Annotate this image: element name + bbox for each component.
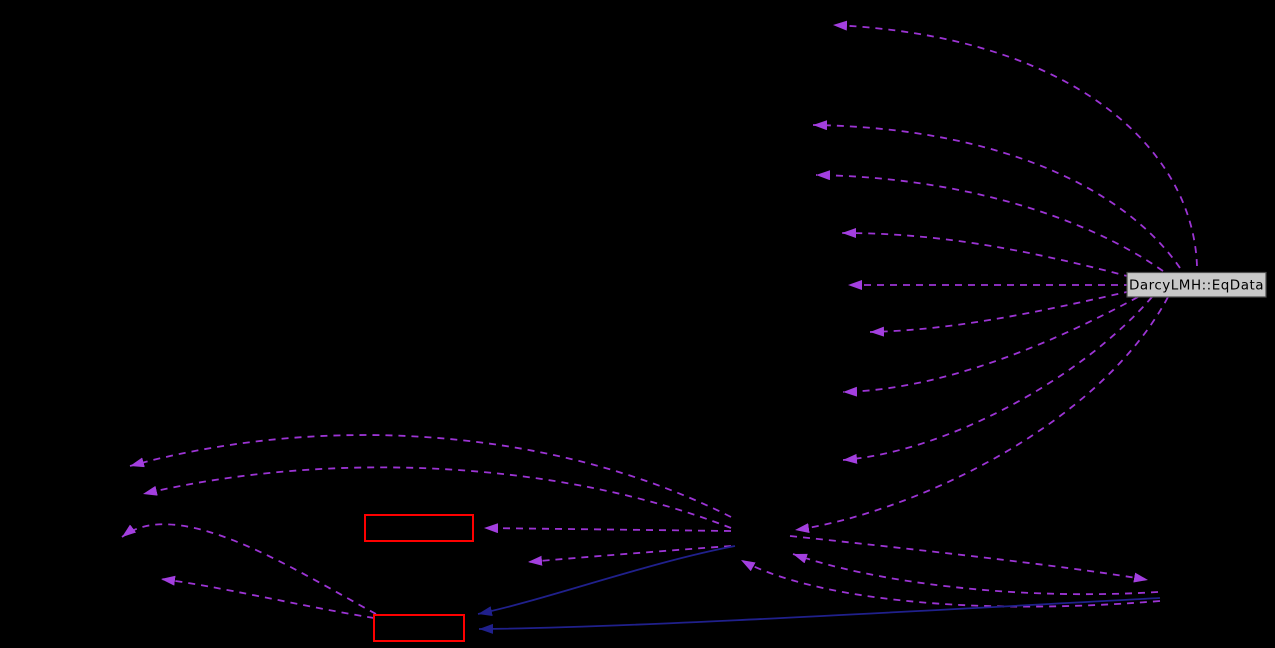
inheritance-edge	[477, 545, 736, 617]
usage-edge	[842, 296, 1139, 397]
usage-edge	[142, 466, 732, 529]
usage-edge	[869, 290, 1132, 337]
usage-edge	[812, 120, 1181, 269]
usage-edge	[160, 575, 375, 619]
usage-edge	[129, 434, 732, 518]
node-label: DarcyLMH::EqData	[1129, 278, 1264, 294]
usage-edge	[527, 545, 732, 566]
red-box-1[interactable]	[364, 514, 474, 542]
usage-edge	[794, 296, 1169, 533]
usage-edge	[121, 523, 377, 615]
node-darcylmh-eqdata[interactable]: DarcyLMH::EqData	[1126, 271, 1267, 298]
inheritance-edge	[478, 597, 1161, 634]
usage-edge	[740, 559, 1161, 608]
red-box-2[interactable]	[373, 614, 465, 642]
usage-edge	[832, 20, 1198, 267]
usage-edge	[789, 535, 1149, 583]
usage-edge	[792, 553, 1159, 596]
usage-edge	[841, 228, 1132, 278]
node-box[interactable]	[1126, 271, 1267, 298]
usage-edge	[815, 170, 1164, 272]
usage-edge	[483, 523, 732, 534]
usage-edge	[842, 296, 1153, 464]
